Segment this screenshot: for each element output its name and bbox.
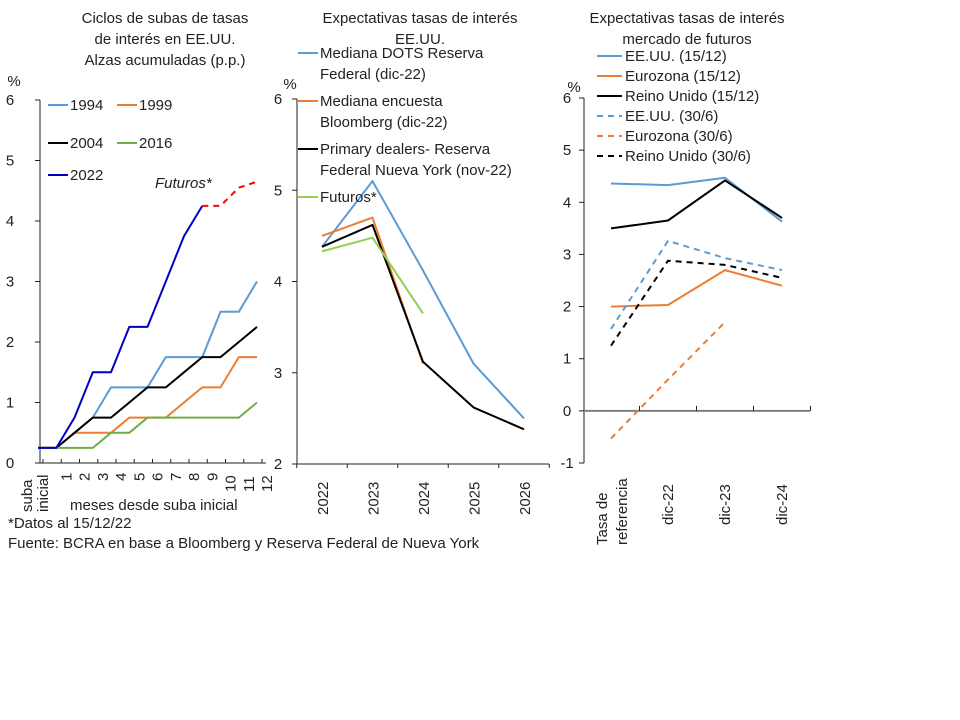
legend-label: Federal (dic-22) xyxy=(320,66,426,83)
footnotes: *Datos al 15/12/22 Fuente: BCRA en base a… xyxy=(8,515,480,552)
y-tick-label: 6 xyxy=(6,92,14,109)
y-tick-label: 3 xyxy=(274,365,282,382)
x-tick-label: 8 xyxy=(186,473,203,481)
x-tick-label: 11 xyxy=(241,476,258,492)
y-tick-label: 3 xyxy=(6,274,14,291)
legend-label: 2016 xyxy=(139,135,172,152)
legend-label: Futuros* xyxy=(320,189,377,206)
x-tick-label: 1 xyxy=(58,473,75,481)
x-tick-label: 9 xyxy=(204,473,221,481)
series-line-2 xyxy=(610,179,783,230)
source-note: Fuente: BCRA en base a Bloomberg y Reser… xyxy=(8,535,480,552)
series-line-1 xyxy=(38,356,257,449)
chart-title: de interés en EE.UU. xyxy=(95,31,236,48)
y-tick-label: 2 xyxy=(6,334,14,351)
y-tick-label: 2 xyxy=(274,456,282,473)
series-line-4 xyxy=(610,321,726,440)
series-line-5 xyxy=(610,259,783,347)
legend-label: 1994 xyxy=(70,97,103,114)
y-axis-unit: % xyxy=(567,79,580,96)
series-line-3 xyxy=(610,239,783,330)
legend-label: EE.UU. (30/6) xyxy=(625,108,718,125)
legend-label: EE.UU. (15/12) xyxy=(625,48,727,65)
y-axis-unit: % xyxy=(283,76,296,93)
y-tick-label: -1 xyxy=(560,455,573,472)
legend-label: Eurozona (30/6) xyxy=(625,128,733,145)
x-tick-label: 5 xyxy=(131,473,148,481)
chart-us-rate-expectations: Expectativas tasas de interés EE.UU. 2 3 4 5 6… xyxy=(274,10,550,515)
x-tick-label: 2026 xyxy=(517,482,534,515)
x-tick-label: 2 xyxy=(77,473,94,481)
x-tick-label: inicial xyxy=(35,474,52,512)
legend-label: 2004 xyxy=(70,135,103,152)
x-tick-label: 3 xyxy=(95,473,112,481)
x-axis-title: meses desde suba inicial xyxy=(70,497,238,514)
legend-label: Bloomberg (dic-22) xyxy=(320,114,448,131)
chart-title: mercado de futuros xyxy=(622,31,751,48)
x-tick-label: dic-22 xyxy=(660,484,677,525)
x-tick-label: 2023 xyxy=(366,482,383,515)
x-tick-label: 7 xyxy=(168,473,185,481)
x-tick-label: dic-23 xyxy=(717,484,734,525)
series-line-4 xyxy=(38,205,204,449)
legend-label: Reino Unido (15/12) xyxy=(625,88,759,105)
x-tick-label: 12 xyxy=(259,475,276,492)
x-tick-label: 4 xyxy=(113,473,130,481)
y-tick-label: 0 xyxy=(6,455,14,472)
y-tick-label: 3 xyxy=(563,246,571,263)
series-line-1 xyxy=(610,269,783,308)
futures-annotation: Futuros* xyxy=(155,175,213,192)
y-tick-label: 2 xyxy=(563,299,571,316)
chart-rate-hike-cycles: Ciclos de subas de tasas de interés en EE… xyxy=(6,10,276,514)
series-line-0 xyxy=(321,180,525,420)
legend-label: Reino Unido (30/6) xyxy=(625,148,751,165)
legend-label: 2022 xyxy=(70,167,103,184)
chart-futures-market-expectations: Expectativas tasas de interés mercado de … xyxy=(560,10,811,545)
y-tick-label: 5 xyxy=(6,153,14,170)
x-tick-label: suba xyxy=(19,479,36,512)
legend-label: Eurozona (15/12) xyxy=(625,68,741,85)
y-tick-label: 4 xyxy=(563,194,571,211)
chart-title: Ciclos de subas de tasas xyxy=(82,10,249,27)
y-tick-label: 5 xyxy=(274,182,282,199)
chart-title: Expectativas tasas de interés xyxy=(589,10,784,27)
y-tick-label: 0 xyxy=(563,403,571,420)
y-tick-label: 1 xyxy=(6,395,14,412)
series-line-2 xyxy=(321,223,525,431)
y-tick-label: 6 xyxy=(563,90,571,107)
legend-label: Mediana DOTS Reserva xyxy=(320,45,484,62)
y-tick-label: 4 xyxy=(6,213,14,230)
y-tick-label: 4 xyxy=(274,274,282,291)
y-tick-label: 5 xyxy=(563,142,571,159)
x-tick-label: referencia xyxy=(614,478,631,545)
series-line-3 xyxy=(321,236,424,314)
x-tick-label: dic-24 xyxy=(774,484,791,525)
series-line-3 xyxy=(38,401,258,449)
x-tick-label: 2022 xyxy=(315,482,332,515)
y-tick-label: 1 xyxy=(563,351,571,368)
legend-label: Federal Nueva York (nov-22) xyxy=(320,162,512,179)
x-tick-label: 2025 xyxy=(467,482,484,515)
x-tick-label: 2024 xyxy=(416,482,433,515)
x-tick-label: 10 xyxy=(223,475,240,492)
legend-label: 1999 xyxy=(139,97,172,114)
y-tick-label: 6 xyxy=(274,91,282,108)
chart-title: Expectativas tasas de interés xyxy=(322,10,517,27)
series-line-2 xyxy=(38,326,258,449)
data-date-note: *Datos al 15/12/22 xyxy=(8,515,131,532)
legend-label: Mediana encuesta xyxy=(320,93,443,110)
chart-title: EE.UU. xyxy=(395,31,445,48)
y-axis-unit: % xyxy=(7,73,20,90)
chart-title: Alzas acumuladas (p.p.) xyxy=(85,52,246,69)
legend-label: Primary dealers- Reserva xyxy=(320,141,491,158)
x-tick-label: Tasa de xyxy=(594,492,611,545)
x-tick-label: 6 xyxy=(150,473,167,481)
